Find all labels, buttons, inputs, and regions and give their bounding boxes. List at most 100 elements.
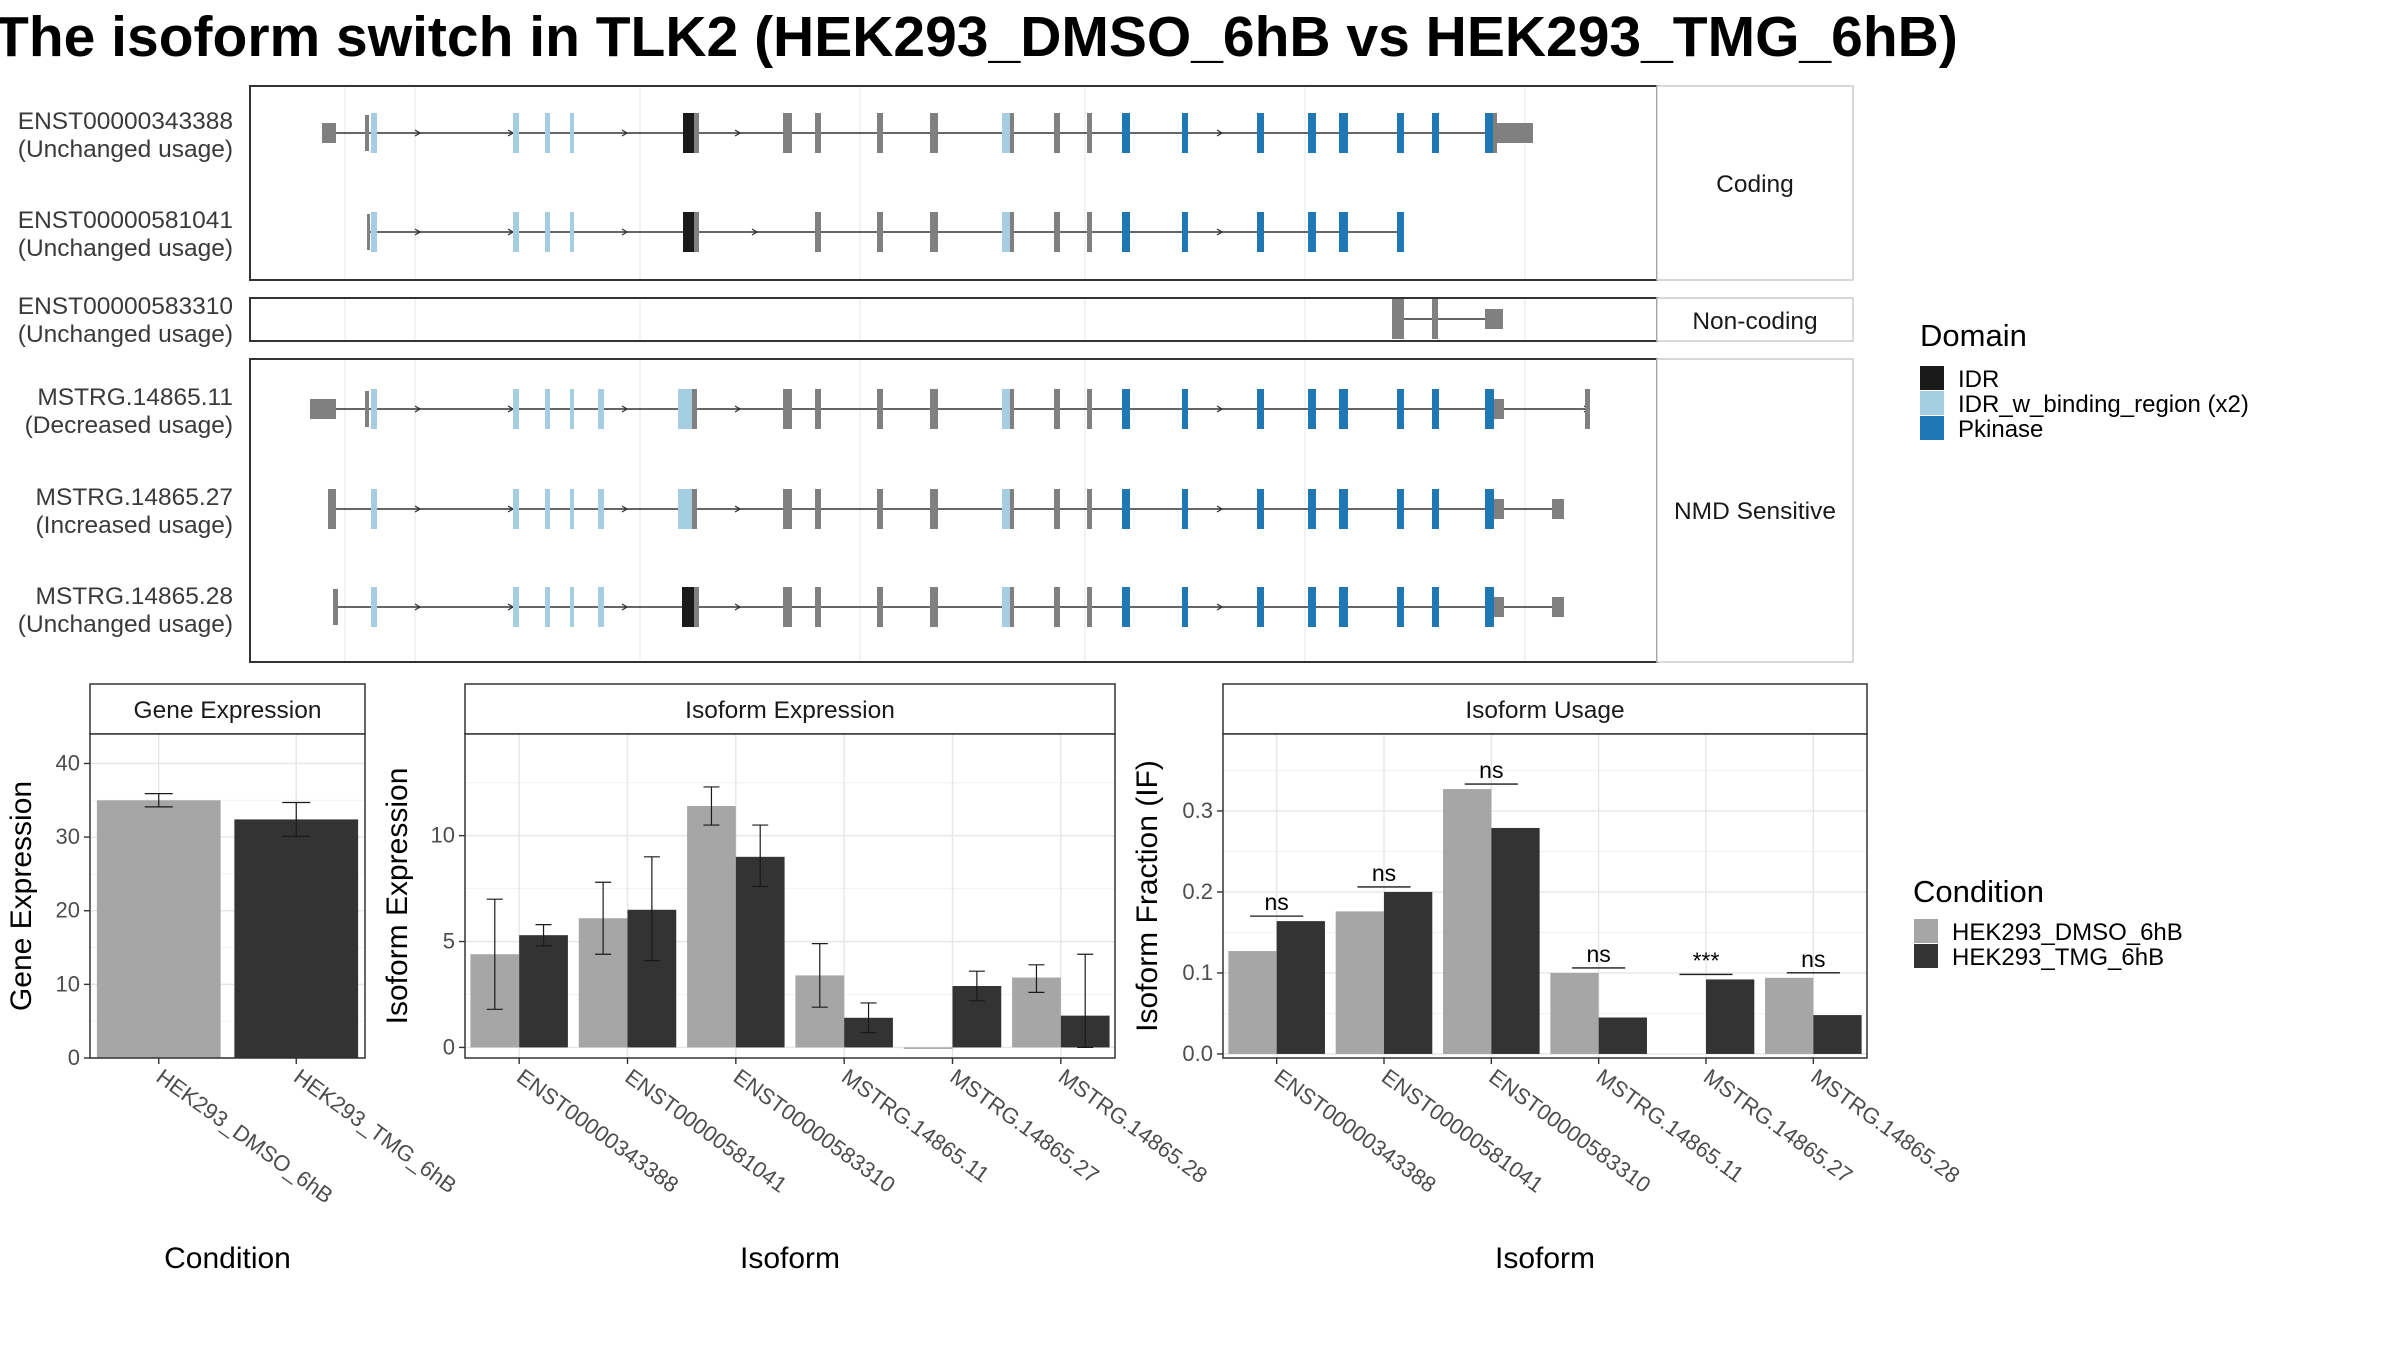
isoform-expression-bar xyxy=(735,856,785,1048)
exon-block xyxy=(1308,113,1316,153)
coding-strip xyxy=(1656,85,1854,281)
legend-swatch-dmso xyxy=(1914,919,1938,943)
exon-block xyxy=(683,212,697,252)
legend-label-pkinase: Pkinase xyxy=(1958,416,2043,443)
gene-expression-panel: Gene Expression 0 10 20 30 40 HEK293_DMSO_6h… xyxy=(5,683,461,1275)
exon-block xyxy=(1339,389,1348,429)
direction-arrow xyxy=(734,129,742,137)
gene-expression-bars xyxy=(96,800,359,1058)
isoform-expression-y-ticks: 0 5 10 xyxy=(431,823,465,1059)
exon-block xyxy=(1308,587,1316,627)
exon-block xyxy=(1257,587,1264,627)
exon-block xyxy=(371,587,377,627)
exon-block xyxy=(930,113,938,153)
exon-block xyxy=(1257,389,1264,429)
exon-block xyxy=(371,389,377,429)
exon-block xyxy=(694,113,699,153)
strip-label-noncoding: Non-coding xyxy=(1692,308,1817,335)
transcript-tracks xyxy=(310,113,1591,627)
gene-expression-bar xyxy=(96,800,221,1058)
exon-block xyxy=(1432,587,1439,627)
exon-block xyxy=(570,587,574,627)
isoform-expression-panel: Isoform Expression 0 5 10 ENST00000343388E… xyxy=(381,683,1212,1275)
domain-legend: Domain IDR IDR_w_binding_region (x2) Pki… xyxy=(1920,318,2249,443)
exon-block xyxy=(877,587,883,627)
transcript-label-5-id: MSTRG.14865.27 xyxy=(36,484,233,511)
direction-arrow xyxy=(621,228,629,236)
exon-block xyxy=(513,587,519,627)
exon-block xyxy=(1182,587,1188,627)
exon-block xyxy=(1182,489,1188,529)
isoform-expression-title: Isoform Expression xyxy=(685,697,895,724)
isoform-expression-plot-bg xyxy=(465,734,1115,1058)
exon-block xyxy=(1432,389,1439,429)
isoform-usage-panel: Isoform Usage ns ns ns ns *** ns 0.0 0.1 0.2 0.3… xyxy=(1131,683,1965,1275)
exon-block xyxy=(1308,489,1316,529)
exon-block xyxy=(1010,389,1014,429)
direction-arrow xyxy=(414,505,422,513)
exon-block xyxy=(1087,212,1092,252)
exon-block xyxy=(930,489,938,529)
noncoding-strip xyxy=(1656,297,1854,342)
exon-block xyxy=(570,212,574,252)
significance-label: *** xyxy=(1693,947,1720,973)
figure-title: The isoform switch in TLK2 (HEK293_DMSO_… xyxy=(0,5,1958,69)
y-tick-label: 0.1 xyxy=(1182,960,1213,985)
isoform-expression-bar xyxy=(687,806,736,1048)
exon-block xyxy=(1397,489,1404,529)
transcript-label-6-usage: (Unchanged usage) xyxy=(18,611,233,638)
exon-block xyxy=(570,113,574,153)
nmd-panel xyxy=(249,358,1658,663)
exon-block xyxy=(1182,389,1188,429)
exon-block xyxy=(1257,489,1264,529)
exon-block xyxy=(1010,489,1014,529)
isoform-usage-plot-bg xyxy=(1223,734,1867,1058)
direction-arrow xyxy=(1216,603,1224,611)
exon-block xyxy=(1054,113,1060,153)
exon-block xyxy=(815,489,821,529)
y-tick-label: 10 xyxy=(56,971,80,996)
condition-legend: Condition HEK293_DMSO_6hB HEK293_TMG_6hB xyxy=(1913,874,2183,971)
exon-block xyxy=(815,587,821,627)
domain-legend-title: Domain xyxy=(1920,318,2027,353)
transcript-label-3-id: ENST00000583310 xyxy=(18,293,233,320)
direction-arrow xyxy=(414,129,422,137)
exon-block xyxy=(1182,212,1188,252)
isoform-expression-plot-border xyxy=(464,733,1116,1059)
exon-block xyxy=(692,389,697,429)
isoform-expression-bar xyxy=(903,1047,953,1049)
isoform-usage-y-ticks: 0.0 0.1 0.2 0.3 xyxy=(1182,798,1223,1066)
exon-block xyxy=(367,214,370,250)
significance-label: ns xyxy=(1372,860,1396,886)
y-tick-label: 0 xyxy=(68,1045,80,1070)
isoform-usage-bar xyxy=(1706,979,1755,1054)
exon-block xyxy=(1308,389,1316,429)
exon-block xyxy=(1339,489,1348,529)
exon-block xyxy=(1054,212,1060,252)
exon-block xyxy=(1339,212,1348,252)
isoform-usage-plot-border xyxy=(1222,733,1868,1059)
transcript-label-4-usage: (Decreased usage) xyxy=(25,412,233,439)
transcript-label-6-id: MSTRG.14865.28 xyxy=(36,583,233,610)
significance-label: ns xyxy=(1587,941,1611,967)
exon-block xyxy=(545,212,550,252)
exon-block xyxy=(1122,212,1130,252)
exon-block xyxy=(1087,113,1092,153)
exon-block xyxy=(371,489,377,529)
exon-block xyxy=(877,389,883,429)
legend-label-idr: IDR xyxy=(1958,366,1999,393)
direction-arrow xyxy=(621,603,629,611)
exon-block xyxy=(1257,113,1264,153)
exon-block xyxy=(513,389,519,429)
exon-block xyxy=(1054,389,1060,429)
exon-block xyxy=(1432,299,1438,339)
strip-label-coding: Coding xyxy=(1716,171,1794,198)
direction-arrow xyxy=(1216,505,1224,513)
exon-block xyxy=(1087,489,1092,529)
exon-block xyxy=(513,489,519,529)
exon-block xyxy=(1397,212,1404,252)
exon-block xyxy=(598,587,604,627)
isoform-expression-x-ticks: ENST00000343388ENST00000581041ENST000005… xyxy=(512,1058,1212,1198)
